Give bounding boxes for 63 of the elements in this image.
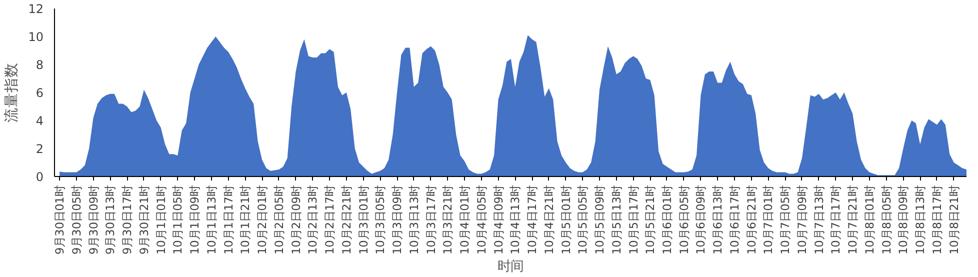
- y-tick-label: 0: [36, 170, 44, 184]
- x-tick-label: 9月30日17时: [120, 185, 134, 255]
- x-tick-label: 9月30日01时: [52, 185, 67, 255]
- x-tick-label: 10月4日17时: [525, 185, 540, 255]
- x-tick-label: 10月8日13时: [913, 185, 928, 255]
- x-tick-label: 10月1日01时: [154, 185, 168, 255]
- x-tick-label: 9月30日09时: [86, 185, 100, 255]
- x-tick-label: 10月2日05时: [272, 185, 286, 255]
- y-tick-label: 12: [28, 2, 44, 16]
- x-tick-label: 10月2日21时: [339, 185, 354, 255]
- x-tick-label: 10月5日01时: [558, 185, 573, 255]
- x-tick-label: 10月1日17时: [221, 185, 236, 255]
- x-tick-label: 10月2日01时: [255, 185, 270, 255]
- x-tick-label: 10月8日17时: [930, 185, 944, 255]
- x-tick-label: 10月2日13时: [306, 185, 320, 255]
- x-tick-label: 10月5日09时: [592, 185, 607, 255]
- x-tick-label: 10月1日09时: [188, 185, 202, 255]
- x-tick-label: 10月2日17时: [322, 185, 337, 255]
- x-tick-label: 10月4日05时: [474, 185, 488, 255]
- y-tick-label: 10: [28, 30, 44, 44]
- x-tick-label: 10月7日21时: [846, 185, 860, 255]
- x-tick-label: 10月5日21时: [643, 185, 658, 255]
- x-tick-label: 10月8日01时: [862, 185, 876, 255]
- x-tick-label: 10月7日13时: [812, 185, 826, 255]
- x-tick-label: 10月6日05时: [676, 185, 691, 255]
- x-tick-label: 10月2日09时: [288, 185, 303, 255]
- x-tick-label: 10月5日13时: [609, 185, 624, 255]
- y-tick-label: 2: [36, 142, 44, 156]
- x-tick-label: 10月1日21时: [238, 185, 252, 255]
- x-tick-label: 10月5日17时: [626, 185, 640, 255]
- y-axis-title: 流量指数: [3, 62, 20, 122]
- x-axis-title: 时间: [498, 260, 524, 275]
- x-tick-label: 10月7日01时: [761, 185, 776, 255]
- x-tick-label: 10月6日17时: [727, 185, 742, 255]
- y-tick-label: 4: [36, 114, 44, 128]
- x-tick-label: 10月7日17时: [828, 185, 843, 255]
- x-tick-label: 10月1日05时: [170, 185, 185, 255]
- x-tick-label: 9月30日21时: [136, 185, 151, 255]
- x-tick-label: 10月3日01时: [356, 185, 370, 255]
- x-tick-label: 10月6日09时: [694, 185, 708, 255]
- x-tick-label: 10月3日05时: [373, 185, 388, 255]
- x-tick-label: 10月4日13时: [508, 185, 522, 255]
- x-tick-label: 10月4日09时: [491, 185, 506, 255]
- x-tick-label: 10月8日21时: [946, 185, 961, 255]
- x-tick-label: 10月6日01时: [660, 185, 674, 255]
- x-tick-label: 10月3日17时: [424, 185, 438, 255]
- x-tick-label: 10月7日09时: [794, 185, 809, 255]
- x-tick-label: 10月6日21时: [744, 185, 758, 255]
- x-tick-label: 10月8日09时: [896, 185, 910, 255]
- x-tick-label: 10月6日13时: [710, 185, 725, 255]
- x-tick-label: 10月1日13时: [204, 185, 218, 255]
- x-tick-label: 10月3日13时: [406, 185, 421, 255]
- x-tick-label: 10月8日05时: [879, 185, 894, 255]
- y-tick-label: 6: [36, 86, 44, 100]
- x-tick-label: 10月4日01时: [458, 185, 472, 255]
- x-tick-label: 10月7日05时: [778, 185, 792, 255]
- x-tick-label: 10月3日21时: [440, 185, 455, 255]
- y-tick-label: 8: [36, 58, 44, 72]
- x-tick-label: 9月30日13时: [103, 185, 118, 255]
- x-tick-label: 10月5日05时: [576, 185, 590, 255]
- x-tick-label: 10月3日09时: [390, 185, 404, 255]
- x-tick-label: 10月4日21时: [542, 185, 556, 255]
- x-tick-label: 9月30日05时: [69, 185, 84, 255]
